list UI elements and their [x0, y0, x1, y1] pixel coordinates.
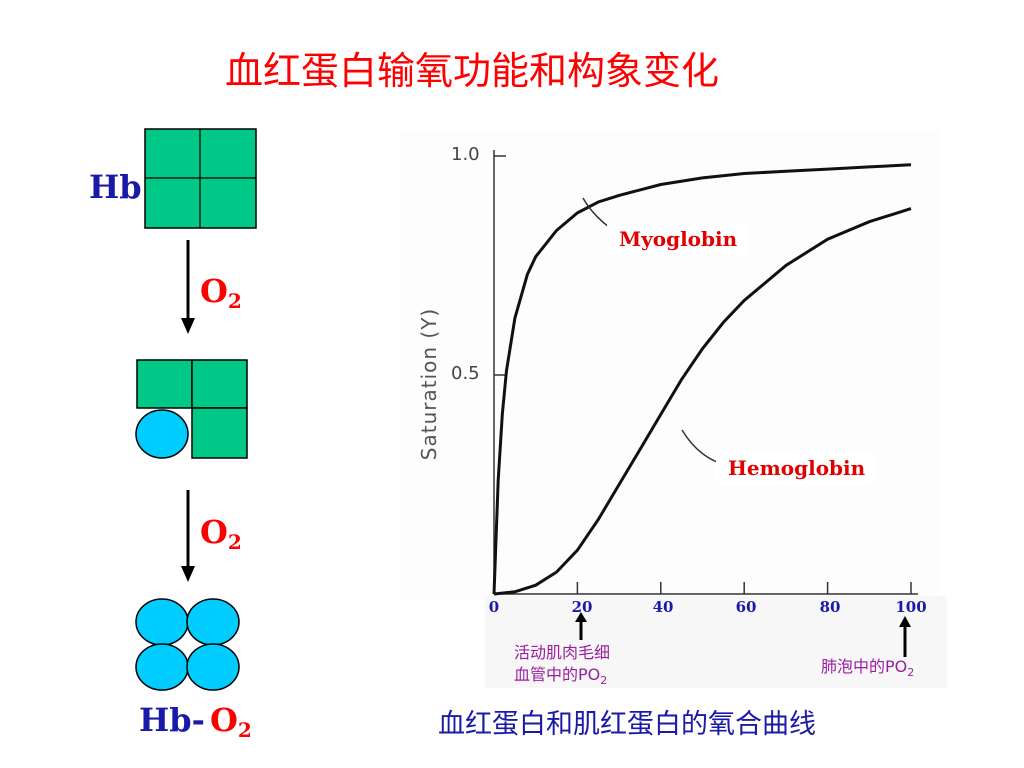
lung-po2-note: 肺泡中的PO2	[821, 657, 915, 680]
hb-one-o2-bound	[135, 359, 248, 459]
arrow-up-icon	[899, 616, 911, 657]
arrow-down-icon	[181, 240, 195, 334]
y-tick-label: 1.0	[451, 144, 480, 165]
y-tick-label: 0.5	[451, 363, 480, 384]
page-title: 血红蛋白输氧功能和构象变化	[224, 49, 719, 93]
myoglobin-label: Myoglobin	[607, 223, 750, 255]
hb-label: Hb	[89, 168, 142, 206]
chart-panel	[400, 130, 940, 600]
chart-caption: 血红蛋白和肌红蛋白的氧合曲线	[438, 709, 816, 740]
hb-tetramer	[144, 128, 257, 229]
x-tick-label: 100	[895, 598, 927, 616]
x-tick-label: 80	[819, 598, 841, 616]
hb-o2-label: Hb- O2	[139, 701, 252, 742]
o2-label: O2	[200, 272, 242, 313]
arrow-down-icon	[181, 490, 195, 582]
x-tick-label: 40	[652, 598, 674, 616]
y-axis-title: Saturation (Y)	[417, 307, 441, 461]
x-tick-label: 20	[571, 598, 593, 616]
arrow-up-icon	[575, 612, 587, 640]
hemoglobin-label: Hemoglobin	[716, 452, 878, 484]
myoglobin-curve	[492, 163, 912, 595]
x-tick-label: 60	[735, 598, 757, 616]
hb-o2-circles	[135, 598, 240, 691]
hemoglobin-curve	[493, 207, 912, 596]
conformation-diagram	[135, 128, 257, 691]
axis-panel	[485, 596, 947, 688]
o2-label: O2	[200, 513, 242, 554]
muscle-po2-note: 活动肌肉毛细 血管中的PO2	[514, 643, 611, 688]
x-tick-label: 0	[488, 598, 500, 616]
